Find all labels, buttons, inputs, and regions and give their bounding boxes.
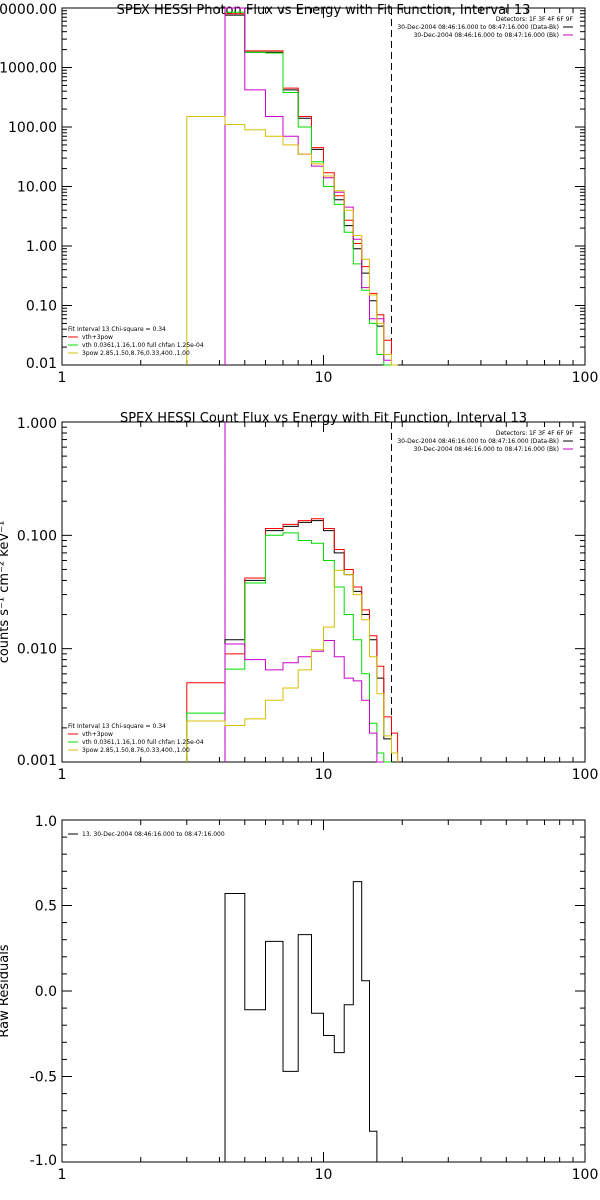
x-tick-label: 1 <box>58 370 67 386</box>
legend-left-entry: vth 0.0361,1.16,1.00 full chfan 1.25e-04 <box>82 739 204 746</box>
x-tick-label: 100 <box>572 1167 599 1183</box>
y-tick-label: 1000.00 <box>0 61 57 77</box>
series-vth-line <box>186 532 392 763</box>
legend-left-entry: 3pow 2.85,1.50,8.76,0.33,400.,1.00 <box>82 747 190 754</box>
series-data-bk-line <box>224 14 398 366</box>
legend-left-entry: vth+3pow <box>82 334 113 341</box>
y-tick-label: 10.00 <box>17 180 57 196</box>
series-3pow-line <box>186 116 398 366</box>
y-tick-label: 0.10 <box>26 299 57 315</box>
series-bk-line <box>224 7 398 366</box>
y-tick-label: 0.100 <box>17 528 57 544</box>
chart-title: SPEX HESSI Count Flux vs Energy with Fit… <box>120 411 527 426</box>
x-tick-label: 1 <box>58 1167 67 1183</box>
x-tick-label: 10 <box>315 1167 333 1183</box>
legend-left-entry: vth 0.0361,1.16,1.00 full chfan 1.25e-04 <box>82 342 204 349</box>
legend-left-entry: Fit Interval 13 Chi-square = 0.34 <box>68 326 166 333</box>
legend-right-entry: 30-Dec-2004 08:46:16.000 to 08:47:16.000… <box>414 446 559 453</box>
y-tick-label: 0.010 <box>17 642 57 658</box>
series-vth-3pow-line <box>186 518 399 762</box>
legend-left-entry: 13. 30-Dec-2004 08:46:16.000 to 08:47:16… <box>82 831 225 838</box>
x-tick-label: 10 <box>315 767 333 783</box>
x-tick-label: 1 <box>58 767 67 783</box>
legend-right-entry: 30-Dec-2004 08:46:16.000 to 08:47:16.000… <box>414 32 559 39</box>
legend-left-entry: Fit Interval 13 Chi-square = 0.34 <box>68 723 166 730</box>
y-tick-label: -0.5 <box>30 1070 57 1086</box>
series-3pow-line <box>186 569 399 762</box>
series-vth-line <box>224 11 398 366</box>
y-tick-label: 0.5 <box>35 899 57 915</box>
y-tick-label: 1.00 <box>26 239 57 255</box>
plot-frame <box>61 819 586 1163</box>
x-tick-label: 10 <box>315 370 333 386</box>
y-tick-label: 0.0 <box>35 984 57 1000</box>
y-axis-label: counts s⁻¹ cm⁻² keV⁻¹ <box>0 521 12 664</box>
series-bk-line <box>224 640 384 763</box>
y-tick-label: -1.0 <box>30 1153 57 1169</box>
plot-frame <box>61 421 586 763</box>
y-tick-label: 0.001 <box>17 753 57 769</box>
series-data-bk-line <box>224 520 392 762</box>
legend-right-entry: 30-Dec-2004 08:46:16.000 to 08:47:16.000… <box>397 438 559 445</box>
legend-left-entry: 3pow 2.85,1.50,8.76,0.33,400.,1.00 <box>82 350 190 357</box>
series-residuals-line <box>224 881 378 1162</box>
y-tick-label: 1.0 <box>35 814 57 830</box>
y-tick-label: 100.00 <box>8 120 57 136</box>
series-vth-3pow-line <box>224 13 398 366</box>
x-tick-label: 100 <box>572 767 599 783</box>
x-tick-label: 100 <box>572 370 599 386</box>
legend-right-entry: Detectors: 1F 3F 4F 6F 9F <box>496 430 574 437</box>
y-tick-label: 0.01 <box>26 356 57 372</box>
y-tick-label: 1.000 <box>17 416 57 432</box>
legend-right-entry: 30-Dec-2004 08:46:16.000 to 08:47:16.000… <box>397 24 559 31</box>
legend-left-entry: vth+3pow <box>82 731 113 738</box>
legend-right-entry: Detectors: 1F 3F 4F 6F 9F <box>496 16 574 23</box>
y-axis-label: Raw Residuals <box>0 944 12 1037</box>
